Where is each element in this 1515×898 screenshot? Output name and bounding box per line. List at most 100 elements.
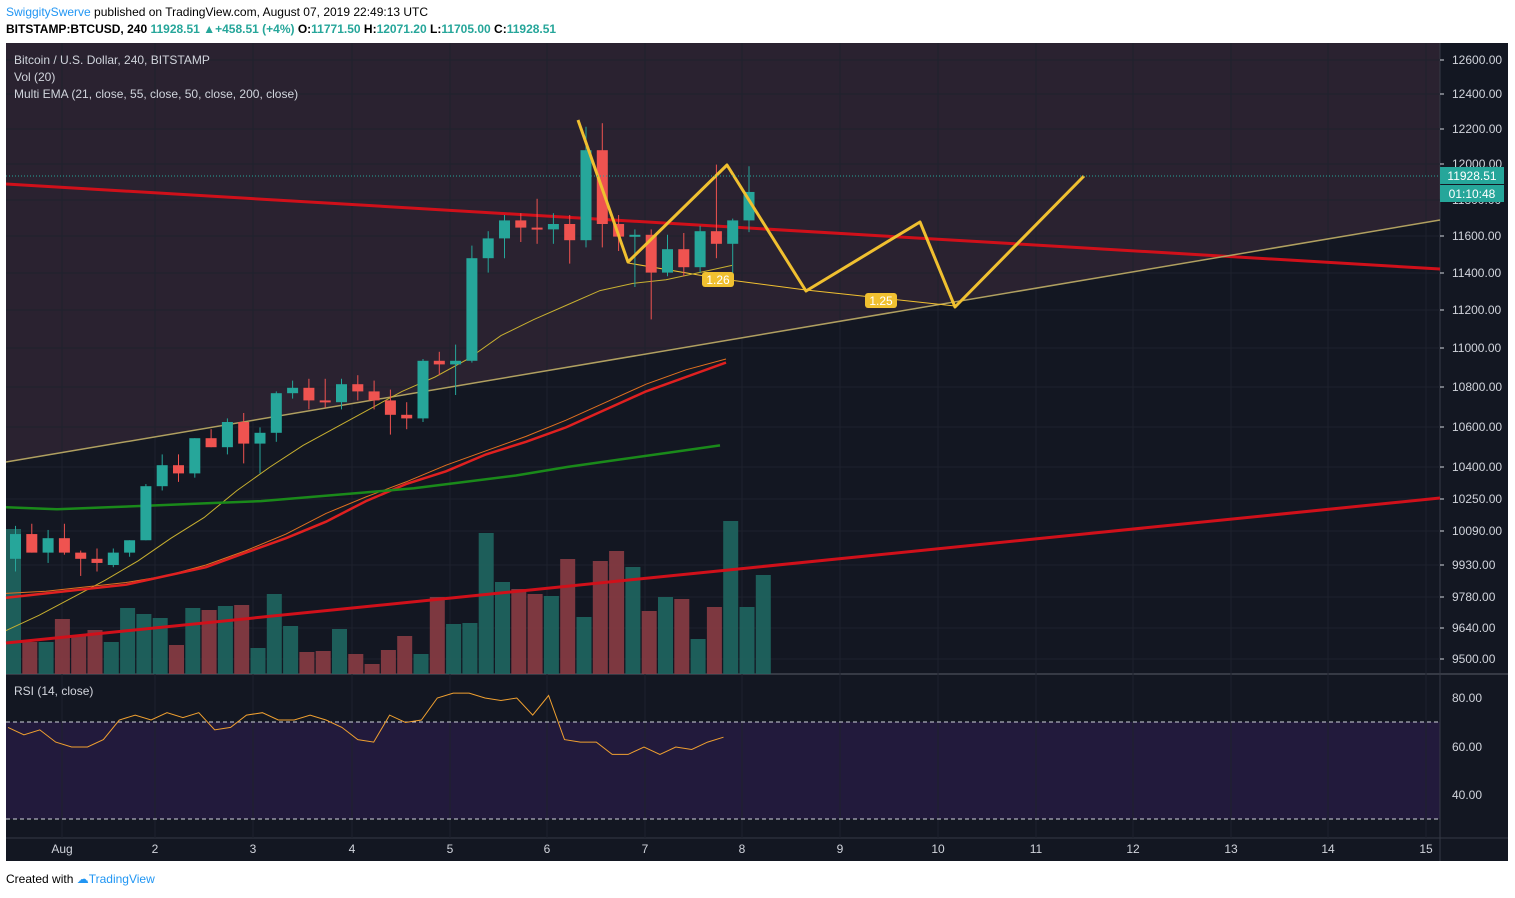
candle-body [10,534,21,559]
price-axis: 12600.0012400.0012200.0012000.0011800.00… [1440,53,1502,802]
candle-body [433,360,445,365]
price-tick-label: 11200.00 [1452,303,1501,317]
volume-bar [169,645,184,674]
time-tick-label: 13 [1224,842,1238,856]
candle-body [417,360,429,419]
candle-body [401,414,413,419]
volume-bar [495,582,510,674]
price-tick-label: 10600.00 [1452,420,1502,434]
volume-bar [283,626,299,674]
countdown-text: 01:10:48 [1449,187,1496,201]
volume-bar [348,654,364,674]
tradingview-link[interactable]: TradingView [88,872,155,886]
price-change: +458.51 (+4%) [215,22,295,36]
candle-body [91,558,103,563]
candle-body [727,220,739,244]
volume-bar [120,608,136,674]
volume-bar [87,630,103,674]
time-tick-label: 5 [447,842,454,856]
candle-body [336,384,347,403]
time-tick-label: 6 [544,842,551,856]
price-tick-label: 9930.00 [1452,558,1496,572]
candle-body [662,249,673,273]
candle-body [531,227,543,230]
time-tick-label: 14 [1321,842,1335,856]
time-tick-label: 4 [349,842,356,856]
rsi-band [6,722,1440,819]
volume-bar [201,610,217,674]
volume-bar [152,618,168,674]
volume-bar [446,624,462,674]
ema-lines [5,264,733,632]
volume-bar [136,614,152,674]
candle-body [629,234,641,237]
volume-bar [543,596,559,674]
candle-body [710,231,722,244]
price-tick-label: 12600.00 [1452,53,1502,67]
candle-body [319,400,331,403]
price-tick-label: 9500.00 [1452,652,1496,666]
volume-bar [706,607,722,674]
volume-bar [592,561,608,674]
time-tick-label: 15 [1419,842,1433,856]
rsi-tick-label: 80.00 [1452,691,1482,705]
footer: Created with ☁TradingView [6,872,155,886]
price-badge [1440,167,1504,184]
price-tick-label: 10800.00 [1452,380,1502,394]
candle-body [499,220,510,239]
price-tick-label: 10250.00 [1452,492,1502,506]
created-with: Created with [6,872,74,886]
volume-bar [71,636,87,674]
price-tick-label: 10090.00 [1452,524,1502,538]
close-value: 11928.51 [506,22,557,36]
ohlc-header: BITSTAMP:BTCUSD, 240 11928.51 ▲+458.51 (… [6,22,556,36]
candle-body [580,150,592,241]
time-tick-label: 7 [642,842,649,856]
volume-bar [429,597,445,674]
time-tick-label: 12 [1126,842,1140,856]
candle-body [205,438,217,448]
candle-body [515,220,527,228]
time-tick-label: 11 [1030,842,1043,856]
candle-body [189,438,201,474]
price-tick-label: 11000.00 [1452,341,1501,355]
chart-title: Bitcoin / U.S. Dollar, 240, BITSTAMP [14,53,210,67]
last-price: 11928.51 [150,22,200,36]
candle-body [466,258,478,361]
rsi-line [7,692,724,755]
volume-bar [185,608,201,674]
volume-bar [560,559,576,674]
volume-bar [38,642,54,674]
price-tick-label: 9640.00 [1452,621,1496,635]
countdown-badge [1440,185,1504,202]
volume-bar [674,599,690,674]
author-link[interactable]: SwiggitySwerve [6,5,91,19]
price-tick-label: 12400.00 [1452,87,1502,101]
volume-bars [6,521,771,674]
candle-body [450,360,462,365]
rsi-tick-label: 40.00 [1452,788,1482,802]
volume-bar [315,651,331,674]
volume-bar [527,594,543,674]
projection-path [576,119,1086,309]
candle-body [254,432,266,444]
volume-legend: Vol (20) [14,70,55,84]
candle-body [75,552,87,559]
rsi-legend: RSI (14, close) [14,684,93,698]
candle-body [173,465,184,474]
low-label: L: [429,22,442,36]
volume-bar [690,639,706,674]
price-tick-label: 11600.00 [1452,229,1501,243]
candle-body [694,231,706,268]
rising-support-line [5,219,1441,463]
candle-body [613,224,625,237]
time-tick-label: 10 [931,842,945,856]
volume-bar [54,619,70,674]
volume-bar [22,642,38,674]
volume-bar [413,654,429,674]
volume-bar [332,629,347,674]
candle-body [743,191,755,221]
volume-bar [755,575,771,674]
candle-body [287,387,299,394]
